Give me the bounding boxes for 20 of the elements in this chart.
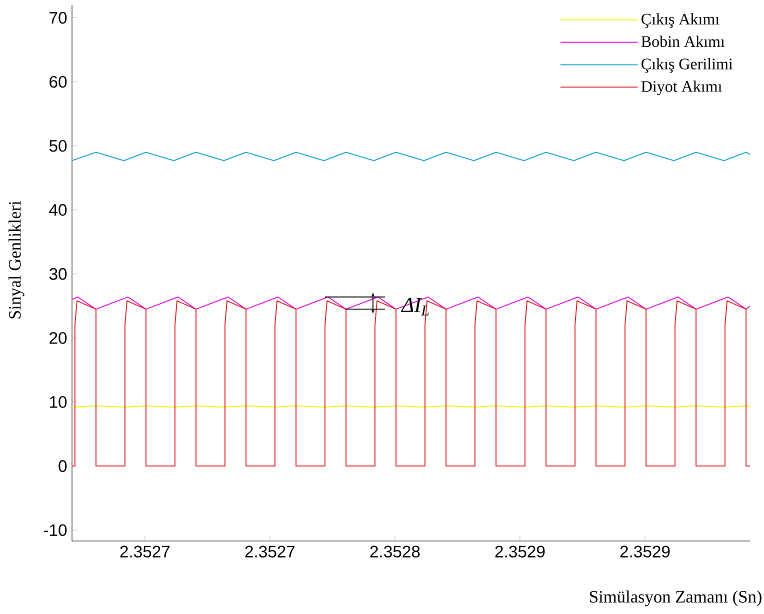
- x-tick-label: 2.3528: [370, 546, 420, 558]
- y-tick-label: 40: [49, 204, 67, 216]
- legend-label: Çıkış Akımı: [642, 13, 720, 28]
- y-axis-title: Sinyal Genlikleri: [8, 200, 24, 318]
- x-tick-label: 2.3529: [495, 546, 545, 558]
- y-tick-label: 30: [49, 268, 67, 280]
- y-tick-label: -10: [44, 524, 67, 536]
- x-tick-label: 2.3527: [120, 546, 170, 558]
- y-tick-label: 20: [50, 332, 67, 344]
- y-tick-label: 50: [49, 140, 67, 152]
- y-tick-label: 0: [58, 460, 67, 472]
- legend-label: Bobin Akımı: [641, 36, 725, 47]
- legend-label: Çıkış Gerilimi: [642, 58, 733, 73]
- x-tick-label: 2.3529: [620, 546, 670, 558]
- y-tick-label: 70: [50, 12, 67, 24]
- y-tick-label: 60: [50, 76, 67, 88]
- legend-label: Diyot Akımı: [641, 80, 722, 96]
- y-tick-label: 10: [50, 396, 67, 408]
- x-axis-title: Simülasyon Zamanı (Sn): [590, 590, 762, 606]
- x-tick-label: 2.3527: [245, 546, 295, 558]
